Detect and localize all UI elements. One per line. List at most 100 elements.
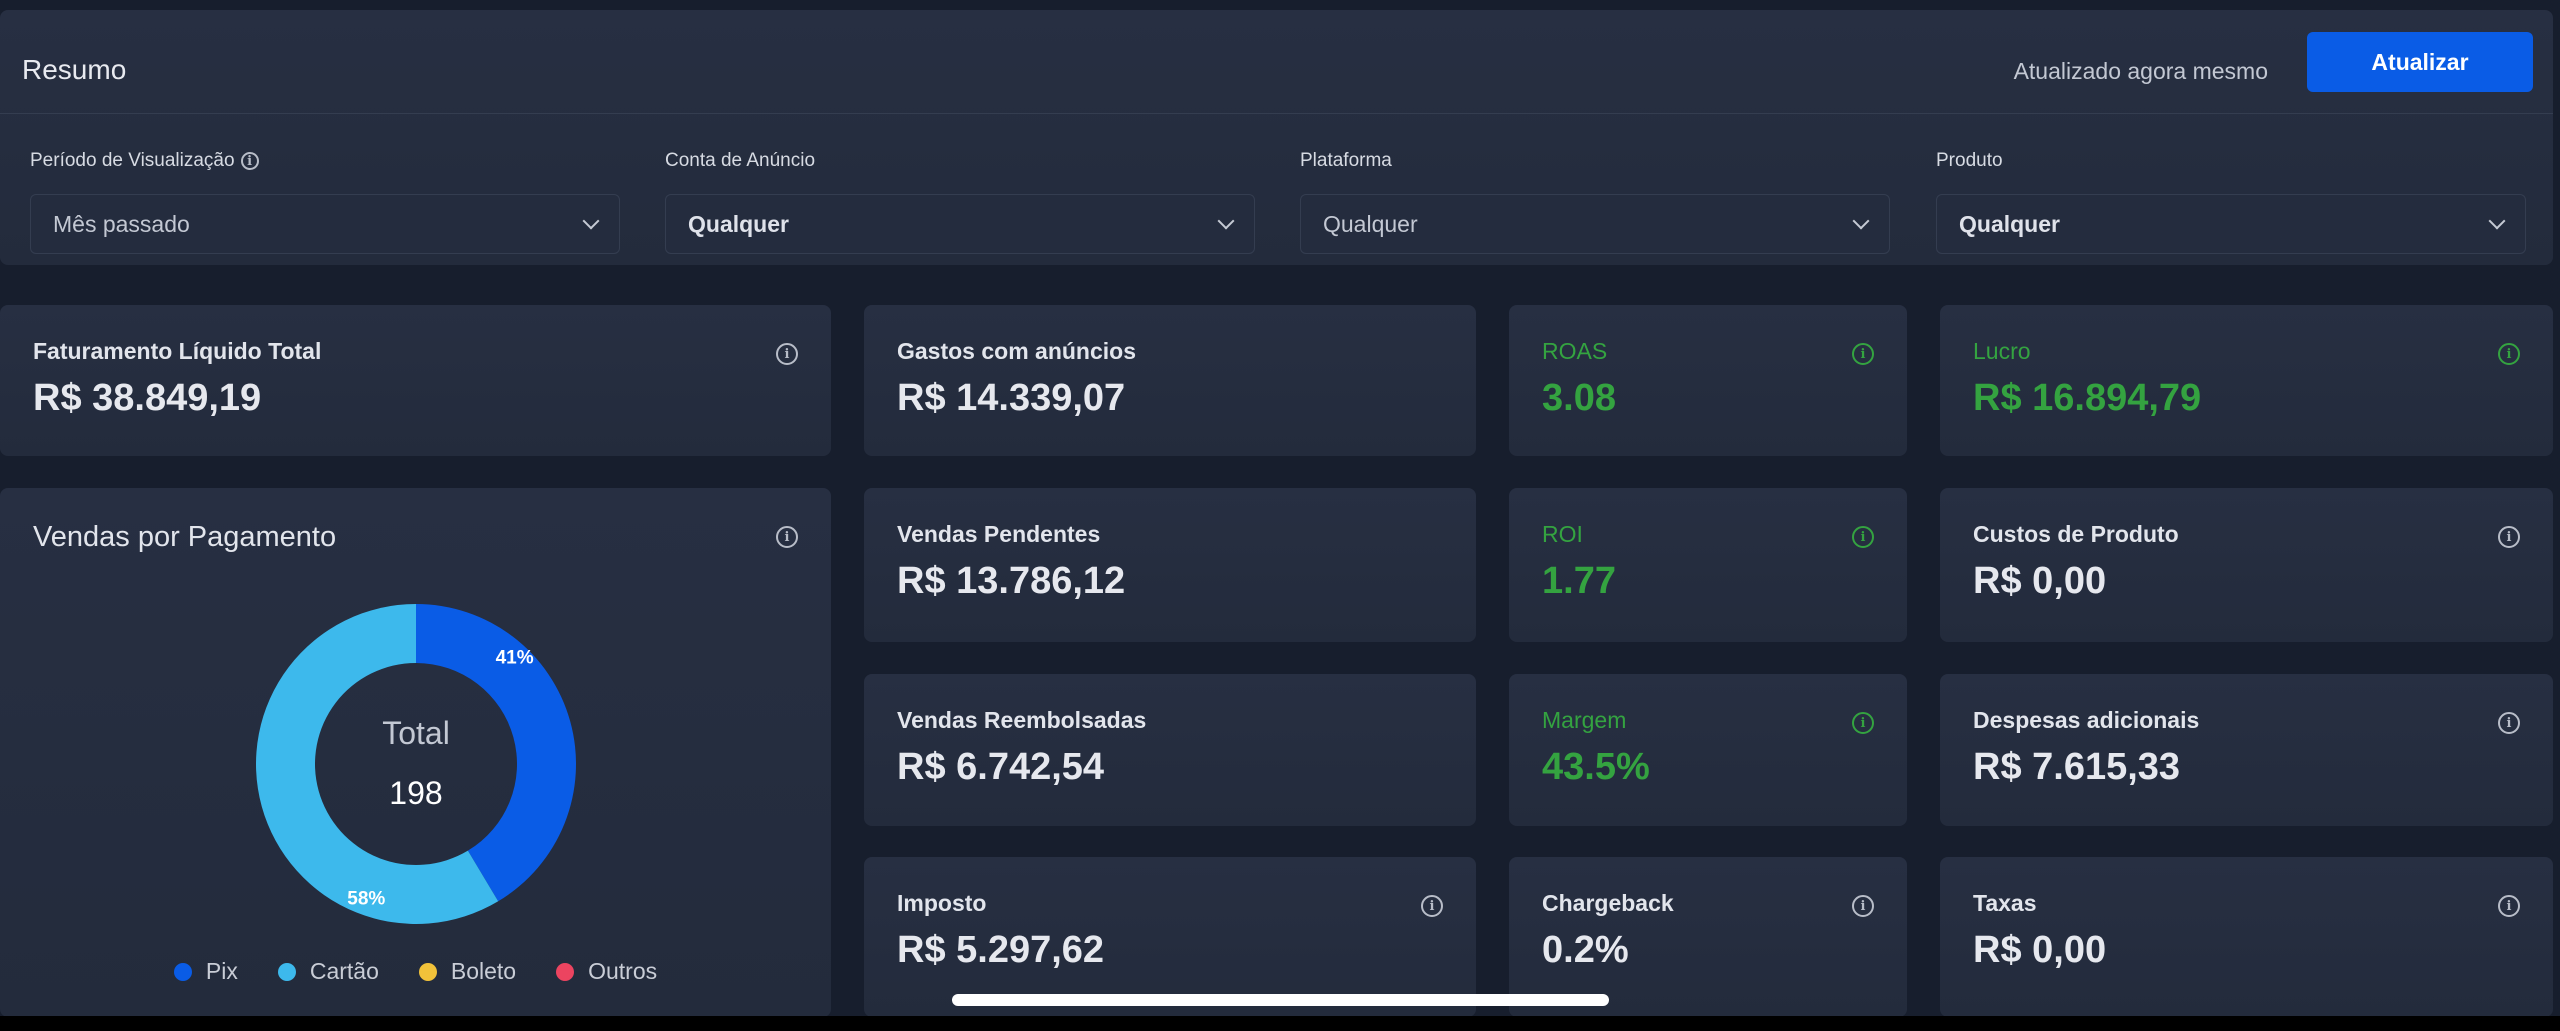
- filter-platform: Plataforma Qualquer: [1300, 148, 1890, 254]
- info-icon[interactable]: i: [2498, 712, 2520, 734]
- chevron-down-icon: [1852, 212, 1870, 230]
- card-roi: ROI 1.77 i: [1509, 488, 1907, 642]
- card-value: R$ 5.297,62: [897, 929, 1105, 971]
- filter-period: Período de Visualização i Mês passado: [30, 148, 620, 254]
- filter-label: Conta de Anúncio: [665, 150, 816, 171]
- legend-dot-icon: [173, 962, 192, 981]
- card-label: Margem: [1542, 707, 1627, 733]
- legend-item-pix[interactable]: Pix: [173, 958, 238, 985]
- donut-slice-pix[interactable]: [416, 604, 576, 902]
- select-value: Mês passado: [53, 210, 190, 237]
- info-icon[interactable]: i: [1421, 895, 1443, 917]
- info-icon[interactable]: i: [240, 152, 259, 170]
- card-value: R$ 38.849,19: [33, 377, 262, 419]
- chart-legend: Pix Cartão Boleto Outros: [0, 958, 831, 985]
- card-value: R$ 7.615,33: [1973, 746, 2181, 788]
- legend-item-outros[interactable]: Outros: [556, 958, 657, 985]
- summary-header: Resumo Atualizado agora mesmo Atualizar …: [0, 10, 2553, 265]
- donut-slice-cartão[interactable]: [256, 604, 499, 924]
- info-icon[interactable]: i: [2498, 526, 2520, 548]
- divider: [0, 113, 2553, 114]
- legend-label: Boleto: [450, 958, 517, 984]
- card-label: Lucro: [1973, 338, 2031, 364]
- center-label: Total: [382, 715, 450, 751]
- screen-bottom-edge: [0, 1016, 2560, 1031]
- card-label: ROAS: [1542, 338, 1608, 364]
- card-label: Imposto: [897, 890, 987, 916]
- period-select[interactable]: Mês passado: [30, 194, 620, 254]
- data-label: 58%: [347, 889, 385, 910]
- card-label: Vendas Reembolsadas: [897, 707, 1147, 733]
- card-reembolsadas: Vendas Reembolsadas R$ 6.742,54: [864, 674, 1476, 826]
- info-icon[interactable]: i: [1852, 343, 1874, 365]
- card-gastos: Gastos com anúncios R$ 14.339,07: [864, 305, 1476, 456]
- card-value: 3.08: [1542, 377, 1616, 419]
- select-value: Qualquer: [688, 210, 789, 237]
- chevron-down-icon: [2488, 212, 2506, 230]
- page-title: Resumo: [22, 54, 127, 85]
- card-label: Chargeback: [1542, 890, 1674, 916]
- legend-label: Pix: [205, 958, 238, 984]
- legend-dot-icon: [418, 962, 437, 981]
- ad-account-select[interactable]: Qualquer: [665, 194, 1255, 254]
- card-label: Gastos com anúncios: [897, 338, 1137, 364]
- card-value: 0.2%: [1542, 929, 1629, 971]
- legend-dot-icon: [556, 962, 575, 981]
- chevron-down-icon: [582, 212, 600, 230]
- card-faturamento: Faturamento Líquido Total R$ 38.849,19 i: [0, 305, 831, 456]
- card-value: R$ 0,00: [1973, 560, 2107, 602]
- info-icon[interactable]: i: [1852, 526, 1874, 548]
- select-value: Qualquer: [1323, 210, 1418, 237]
- donut-chart: 41% 58% Total 198: [256, 604, 576, 924]
- legend-item-cartão[interactable]: Cartão: [277, 958, 379, 985]
- center-value: 198: [389, 775, 442, 811]
- card-label: Taxas: [1973, 890, 2037, 916]
- info-icon[interactable]: i: [776, 343, 798, 365]
- filter-label: Período de Visualização: [30, 150, 235, 171]
- filter-label: Plataforma: [1300, 150, 1392, 171]
- card-value: R$ 0,00: [1973, 929, 2107, 971]
- info-icon[interactable]: i: [776, 526, 798, 548]
- card-margem: Margem 43.5% i: [1509, 674, 1907, 826]
- card-roas: ROAS 3.08 i: [1509, 305, 1907, 456]
- info-icon[interactable]: i: [2498, 343, 2520, 365]
- card-imposto: Imposto R$ 5.297,62 i: [864, 857, 1476, 1017]
- card-chargeback: Chargeback 0.2% i: [1509, 857, 1907, 1017]
- select-value: Qualquer: [1959, 210, 2060, 237]
- legend-dot-icon: [277, 962, 296, 981]
- card-label: Custos de Produto: [1973, 521, 2179, 547]
- card-value: R$ 14.339,07: [897, 377, 1126, 419]
- card-value: 1.77: [1542, 560, 1616, 602]
- filter-label: Produto: [1936, 150, 2003, 171]
- legend-label: Outros: [588, 958, 658, 984]
- data-label: 41%: [496, 647, 534, 668]
- sales-by-payment-card: Vendas por Pagamento i 41% 58% Total 198 Pi…: [0, 488, 831, 1017]
- card-pendentes: Vendas Pendentes R$ 13.786,12: [864, 488, 1476, 642]
- card-custos: Custos de Produto R$ 0,00 i: [1940, 488, 2553, 642]
- card-taxas: Taxas R$ 0,00 i: [1940, 857, 2553, 1017]
- legend-label: Cartão: [309, 958, 379, 984]
- chevron-down-icon: [1217, 212, 1235, 230]
- chart-title: Vendas por Pagamento: [33, 521, 337, 553]
- card-value: R$ 16.894,79: [1973, 377, 2202, 419]
- product-select[interactable]: Qualquer: [1936, 194, 2526, 254]
- info-icon[interactable]: i: [1852, 712, 1874, 734]
- filter-product: Produto Qualquer: [1936, 148, 2526, 254]
- legend-item-boleto[interactable]: Boleto: [418, 958, 517, 985]
- last-updated-text: Atualizado agora mesmo: [2013, 58, 2268, 84]
- filter-ad-account: Conta de Anúncio Qualquer: [665, 148, 1255, 254]
- card-label: Vendas Pendentes: [897, 521, 1101, 547]
- home-indicator: [952, 994, 1609, 1006]
- card-despesas: Despesas adicionais R$ 7.615,33 i: [1940, 674, 2553, 826]
- platform-select[interactable]: Qualquer: [1300, 194, 1890, 254]
- info-icon[interactable]: i: [2498, 895, 2520, 917]
- card-value: R$ 6.742,54: [897, 746, 1105, 788]
- card-lucro: Lucro R$ 16.894,79 i: [1940, 305, 2553, 456]
- card-label: Despesas adicionais: [1973, 707, 2200, 733]
- card-value: R$ 13.786,12: [897, 560, 1126, 602]
- refresh-button[interactable]: Atualizar: [2307, 32, 2533, 92]
- info-icon[interactable]: i: [1852, 895, 1874, 917]
- card-label: Faturamento Líquido Total: [33, 338, 322, 364]
- card-label: ROI: [1542, 521, 1583, 547]
- card-value: 43.5%: [1542, 746, 1650, 788]
